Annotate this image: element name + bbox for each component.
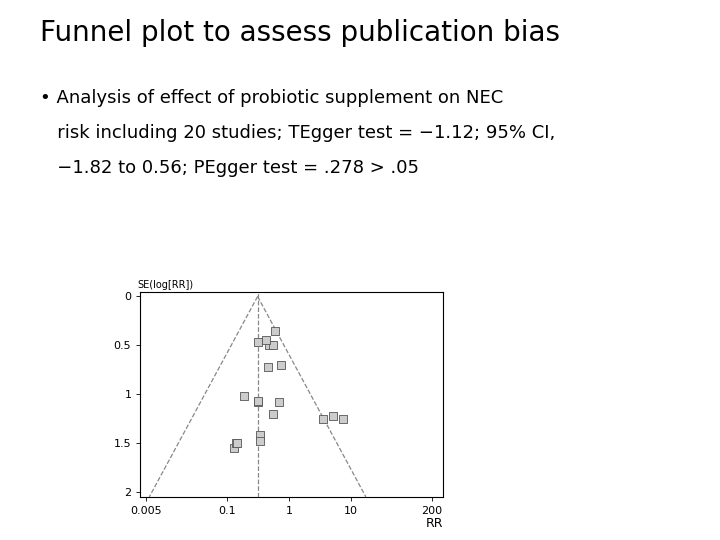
- Text: risk including 20 studies; TEgger test = −1.12; 95% CI,: risk including 20 studies; TEgger test =…: [40, 124, 555, 142]
- Point: [254, 431, 266, 440]
- Point: [253, 397, 264, 406]
- Point: [230, 438, 242, 447]
- Point: [267, 341, 279, 350]
- Point: [238, 392, 250, 401]
- Text: RR: RR: [426, 517, 443, 530]
- Point: [327, 411, 338, 420]
- Point: [253, 397, 264, 406]
- Point: [253, 338, 264, 347]
- Point: [263, 341, 274, 350]
- Point: [276, 361, 287, 369]
- Point: [267, 409, 279, 418]
- Point: [231, 438, 243, 447]
- Point: [338, 414, 349, 423]
- Point: [254, 437, 266, 445]
- Text: −1.82 to 0.56; PEgger test = .278 > .05: −1.82 to 0.56; PEgger test = .278 > .05: [40, 159, 418, 177]
- Point: [269, 326, 281, 335]
- Point: [317, 414, 328, 423]
- Text: Funnel plot to assess publication bias: Funnel plot to assess publication bias: [40, 19, 559, 47]
- Text: • Analysis of effect of probiotic supplement on NEC: • Analysis of effect of probiotic supple…: [40, 89, 503, 107]
- Point: [262, 362, 274, 371]
- Point: [260, 336, 271, 345]
- Text: SE(log[RR]): SE(log[RR]): [138, 280, 194, 289]
- Point: [273, 397, 284, 406]
- Point: [228, 444, 240, 453]
